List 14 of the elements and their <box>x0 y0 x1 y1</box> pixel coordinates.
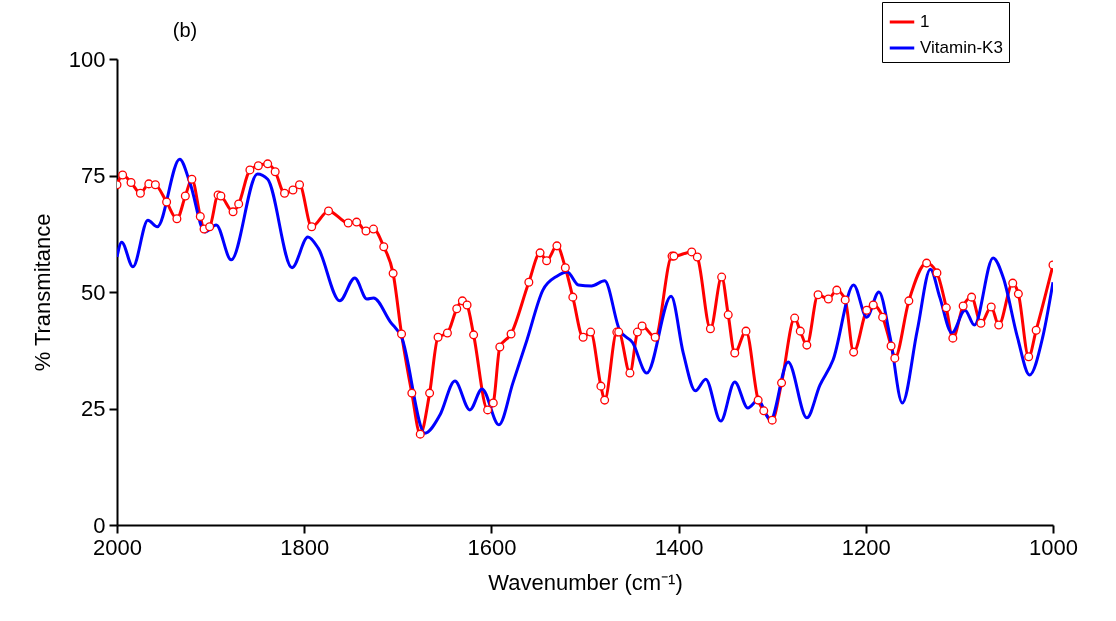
text: (b) <box>172 19 198 41</box>
legend-label: 1 <box>920 12 930 31</box>
x-tick-label: 1200 <box>841 534 891 560</box>
y-tick-label: 100 <box>68 46 106 72</box>
x-tick-label: 1600 <box>467 534 517 560</box>
y-axis-title: % Transmitance <box>29 213 55 372</box>
x-tick-label: 1800 <box>280 534 330 560</box>
x-tick-label: 1000 <box>1029 534 1078 560</box>
y-tick-label: 50 <box>81 279 106 305</box>
x-axis-title: Wavenumber (cm⁻¹) <box>488 569 683 595</box>
legend-label: Vitamin-K3 <box>920 38 1003 57</box>
x-tick-label: 1400 <box>654 534 704 560</box>
y-tick-label: 75 <box>81 163 106 188</box>
y-tick-label: 25 <box>81 396 106 421</box>
